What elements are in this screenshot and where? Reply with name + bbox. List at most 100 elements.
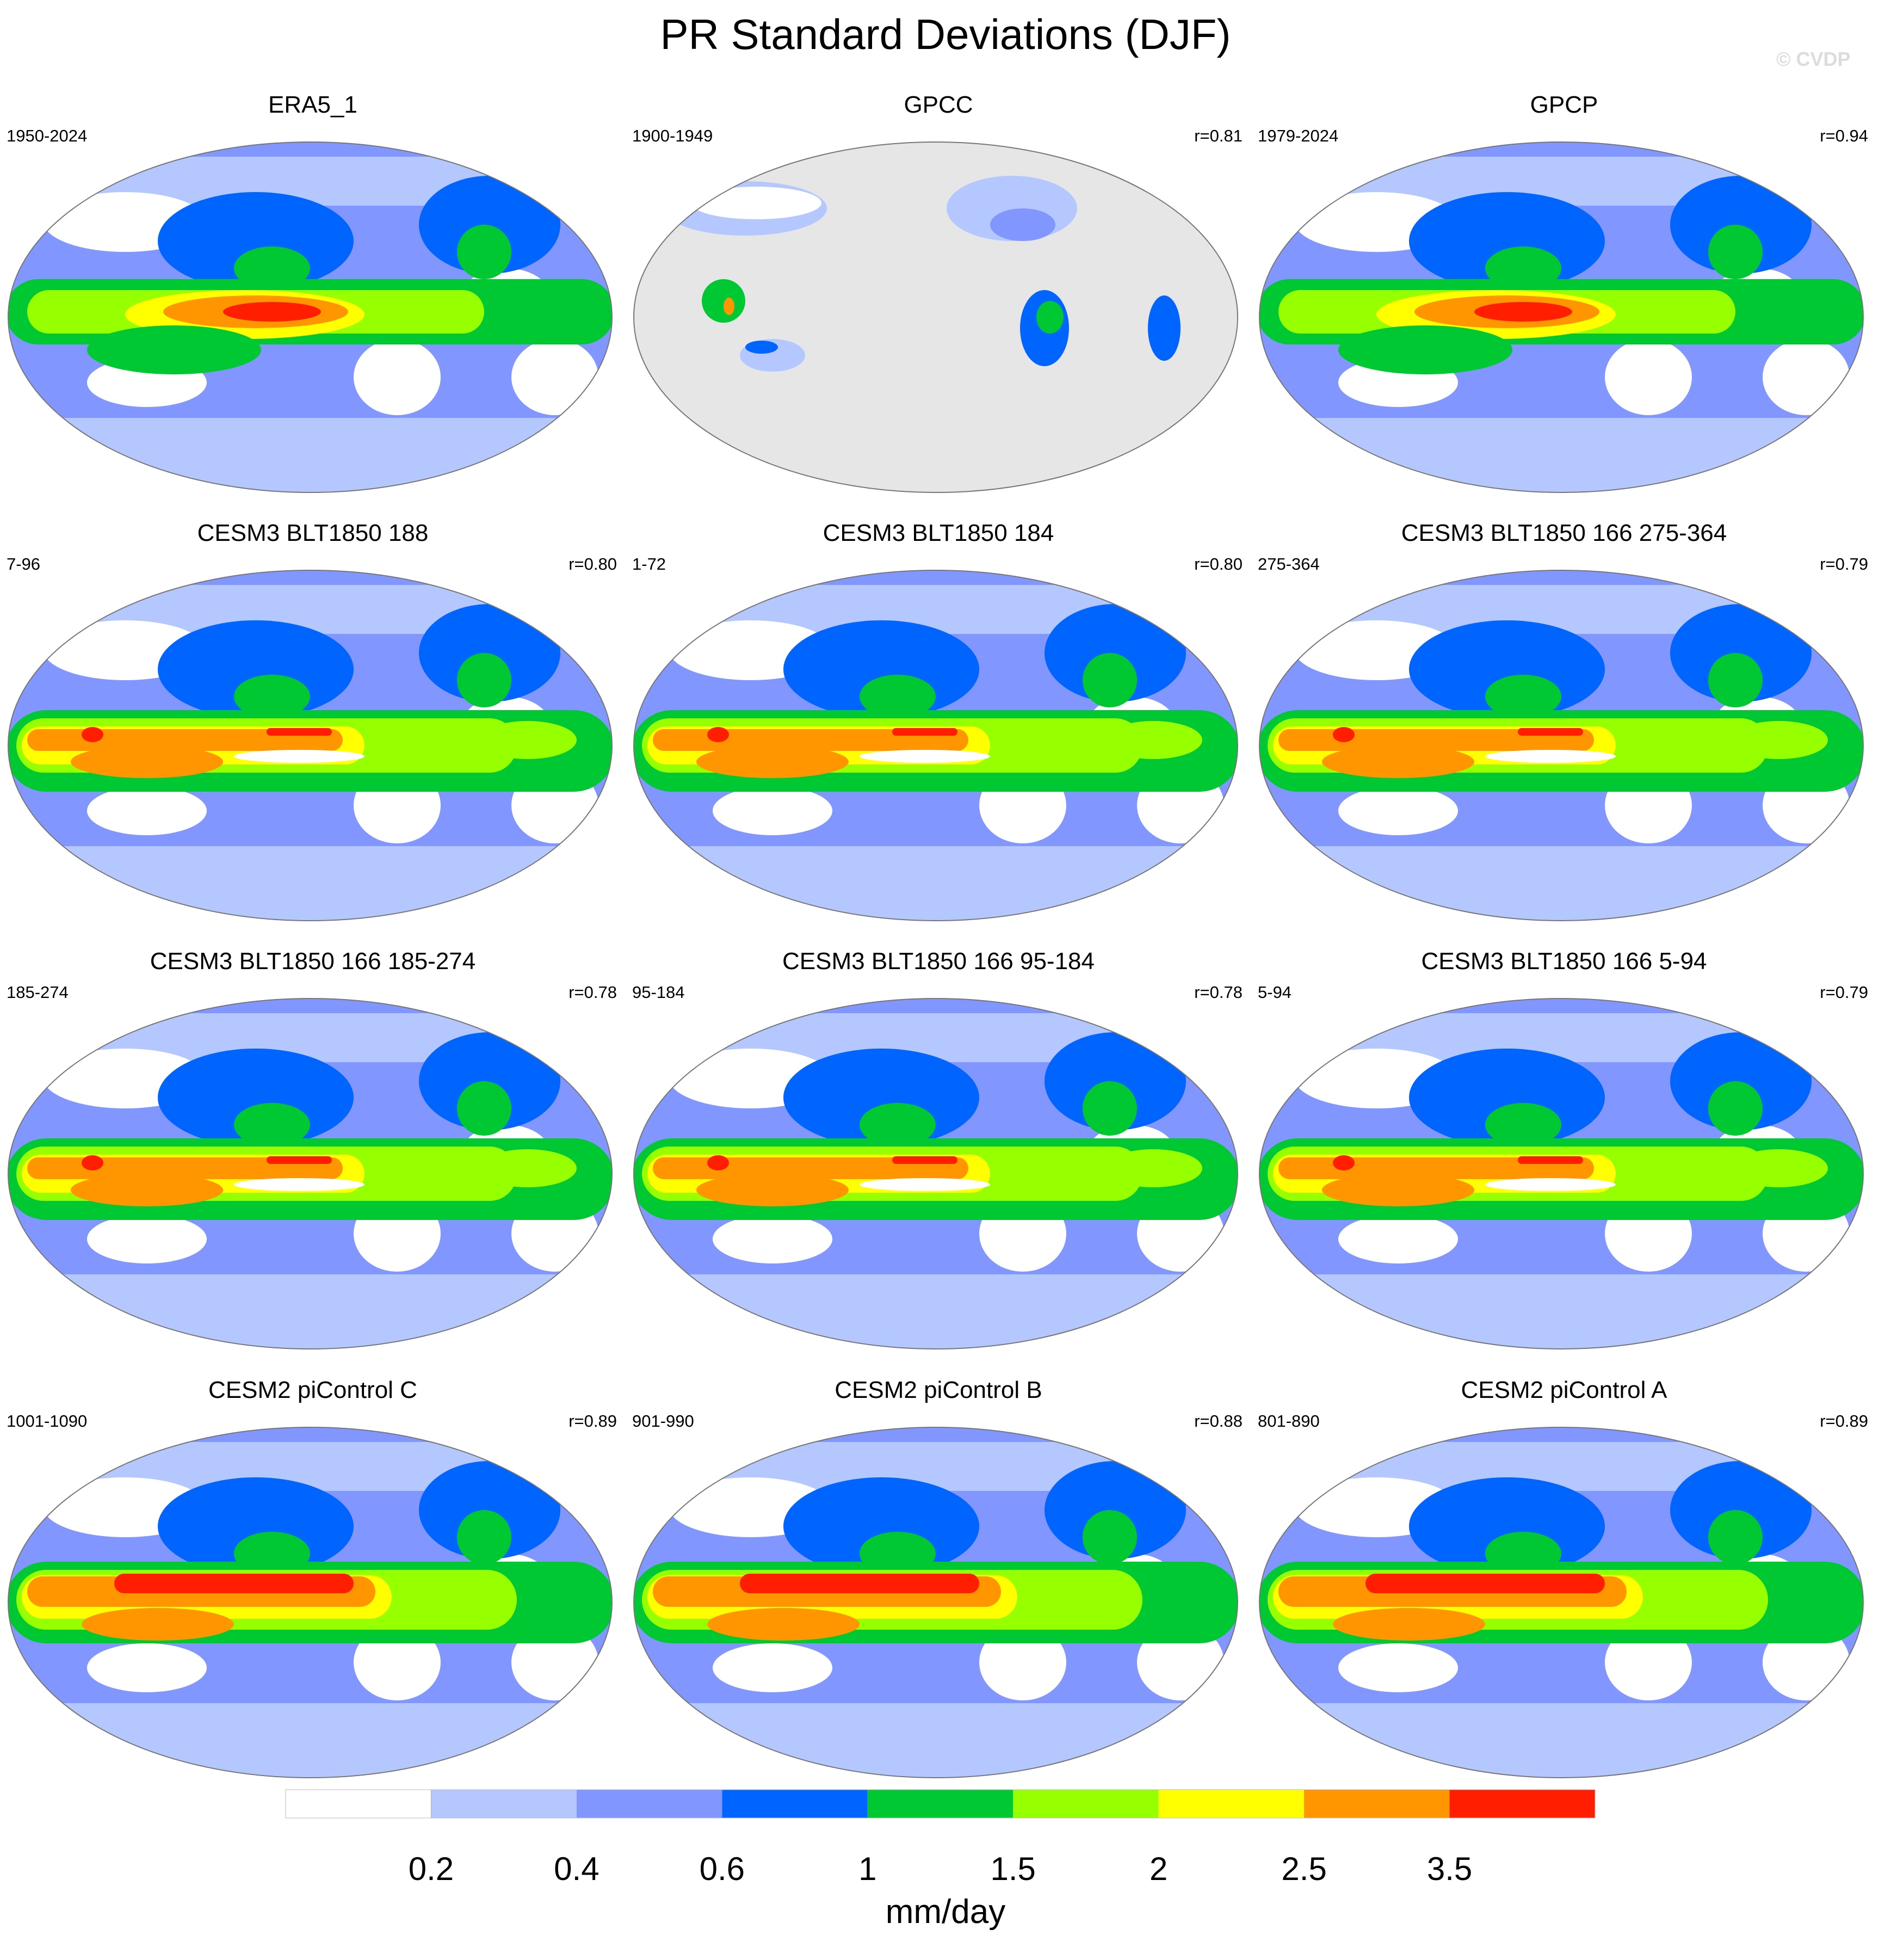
map-outline <box>8 1427 613 1778</box>
asia-dry <box>691 187 821 219</box>
colorbar-tick-label: 2 <box>1149 1851 1168 1887</box>
natl-green <box>457 1510 511 1564</box>
natl-green <box>1708 1510 1763 1564</box>
africa-land <box>1148 295 1181 361</box>
tropics-red <box>740 1574 979 1593</box>
tropics-red <box>1474 302 1572 322</box>
map-outline <box>8 998 613 1349</box>
southern-ocean-band <box>8 846 612 906</box>
panel-title: CESM3 BLT1850 184 <box>823 520 1054 546</box>
tropics-orange <box>653 1157 968 1179</box>
panel-period: 275-364 <box>1258 554 1320 574</box>
atl-itcz <box>1104 1149 1202 1187</box>
natl-green <box>1708 653 1763 707</box>
southern-ocean-band <box>1259 1703 1863 1763</box>
itcz-red <box>892 1156 957 1164</box>
natl-storm-track <box>1045 604 1186 702</box>
maritime-orange <box>724 298 734 315</box>
spcz-orange <box>707 1608 860 1641</box>
map-panel: GPCC 1900-1949 r=0.81 <box>631 91 1246 494</box>
map-outline <box>633 570 1238 921</box>
dry-s-atlantic <box>511 339 598 415</box>
panel-period: 1-72 <box>632 554 666 574</box>
atl-itcz <box>479 721 577 759</box>
colorbar-swatch <box>431 1790 577 1818</box>
dry-se-pacific <box>1605 339 1692 415</box>
dry-s-indian <box>87 1215 207 1263</box>
panel-title: CESM2 piControl B <box>835 1377 1042 1403</box>
map-outline <box>633 141 1238 493</box>
dry-s-indian <box>87 786 207 835</box>
dry-s-indian <box>713 786 832 835</box>
panel-period: 7-96 <box>7 554 41 574</box>
panel-period: 1950-2024 <box>7 126 88 145</box>
projected-map <box>633 141 1238 493</box>
atl-itcz <box>479 1149 577 1187</box>
map-outline <box>1259 998 1864 1349</box>
map-outline <box>633 1427 1238 1778</box>
natl-green <box>1083 1510 1137 1564</box>
dry-s-indian <box>1338 1215 1458 1263</box>
southern-ocean-band <box>8 1274 612 1334</box>
panel-period: 901-990 <box>632 1412 694 1431</box>
panel-correlation: r=0.80 <box>568 554 617 574</box>
spcz-orange <box>1322 745 1474 778</box>
spcz-orange <box>71 1174 223 1206</box>
colorbar-tick-label: 1.5 <box>990 1851 1036 1887</box>
natl-storm-track <box>1045 1461 1186 1559</box>
natl-storm-track <box>1045 1032 1186 1130</box>
n-america-east <box>990 208 1055 241</box>
npac-green <box>1485 1103 1561 1147</box>
southern-ocean-band <box>634 1274 1238 1334</box>
npac-green <box>860 1103 936 1147</box>
maritime-red <box>82 727 103 742</box>
southern-ocean-band <box>1259 418 1863 478</box>
southern-ocean-band <box>634 846 1238 906</box>
colorbar-tick-label: 0.4 <box>554 1851 600 1887</box>
panel-title: GPCP <box>1530 91 1598 118</box>
panel-correlation: r=0.78 <box>568 983 617 1002</box>
natl-green <box>1083 653 1137 707</box>
colorbar-tick-label: 3.5 <box>1426 1851 1473 1887</box>
dry-s-indian <box>713 1215 832 1263</box>
australia-north <box>745 341 778 354</box>
tropics-orange <box>1278 1157 1594 1179</box>
map-outline <box>1259 141 1864 493</box>
spcz-green <box>1338 325 1512 374</box>
colorbar-swatch <box>1449 1790 1595 1818</box>
natl-storm-track <box>419 604 560 702</box>
projected-map <box>8 998 613 1349</box>
cold-tongue <box>860 1178 990 1191</box>
panel-period: 5-94 <box>1258 983 1292 1002</box>
maritime-red <box>707 1155 729 1170</box>
panel-correlation: r=0.79 <box>1820 983 1868 1002</box>
panel-period: 1979-2024 <box>1258 126 1339 145</box>
tropics-orange <box>27 1157 343 1179</box>
panel-title: GPCC <box>904 91 973 118</box>
colorbar-frame <box>285 1789 1596 1819</box>
panel-title: CESM3 BLT1850 166 5-94 <box>1421 948 1707 975</box>
itcz-red <box>892 728 957 736</box>
maritime-continent <box>702 279 745 323</box>
atl-itcz <box>1730 1149 1828 1187</box>
atl-itcz <box>1730 721 1828 759</box>
natl-storm-track <box>419 176 560 274</box>
figure-title: PR Standard Deviations (DJF) <box>660 10 1231 58</box>
cold-tongue <box>860 750 990 763</box>
npac-green <box>234 675 310 718</box>
map-outline <box>1259 570 1864 921</box>
projected-map <box>633 570 1238 921</box>
maritime-red <box>1333 1155 1355 1170</box>
panel-title: CESM3 BLT1850 166 185-274 <box>150 948 476 975</box>
maritime-red <box>82 1155 103 1170</box>
projected-map <box>8 570 613 921</box>
panel-period: 185-274 <box>7 983 69 1002</box>
spcz-orange <box>696 745 849 778</box>
tropics-orange <box>653 729 968 751</box>
cold-tongue <box>234 1178 364 1191</box>
panel-correlation: r=0.89 <box>568 1412 617 1431</box>
projected-map <box>633 1427 1238 1778</box>
map-outline <box>8 570 613 921</box>
panel-correlation: r=0.94 <box>1820 126 1868 145</box>
